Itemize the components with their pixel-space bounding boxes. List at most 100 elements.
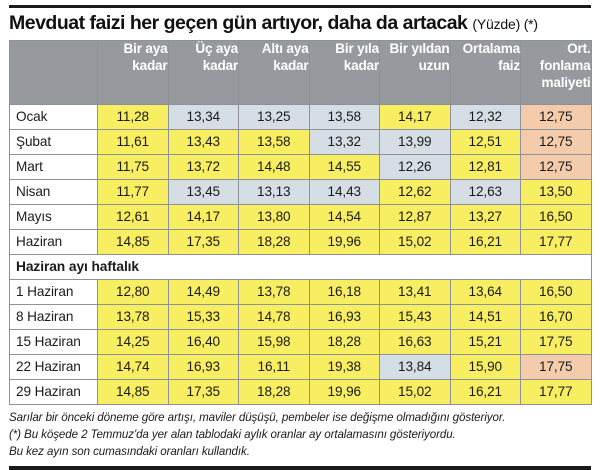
table-row: 15 Haziran 14,25 16,40 15,98 18,28 16,63 15,21… [9,329,592,355]
rate-cell: 15,90 [449,354,521,380]
rate-cell: 12,61 [97,204,169,230]
table-header: Bir aya kadar Üç aya kadar Altı aya kada… [9,40,592,105]
rate-cell: 18,28 [238,229,310,255]
row-label: Nisan [9,179,98,205]
top-rule [9,5,591,8]
rate-cell: 13,13 [238,179,310,205]
header-row: Bir aya kadar Üç aya kadar Altı aya kada… [9,40,592,105]
rate-cell: 16,93 [308,304,380,330]
header-cell-average-rate: Ortalama faiz [449,40,521,105]
rate-cell: 12,63 [449,179,521,205]
rate-cell: 11,28 [97,104,169,130]
table-row: 22 Haziran 14,74 16,93 16,11 19,38 13,84 15,90… [9,354,592,380]
table-row: 1 Haziran 12,80 14,49 13,78 16,18 13,41 13,64 1… [9,279,592,305]
rate-cell: 13,43 [167,129,239,155]
rate-cell: 13,27 [449,204,521,230]
row-label: Şubat [9,129,98,155]
rate-cell: 14,49 [167,279,239,305]
rate-cell: 12,62 [379,179,451,205]
rate-cell: 16,50 [520,279,592,305]
rate-cell: 13,50 [520,179,592,205]
rate-cell: 12,26 [379,154,451,180]
rate-cell: 14,51 [449,304,521,330]
table-row: Mart 11,75 13,72 14,48 14,55 12,26 12,81 12,75 [9,154,592,180]
table-row: Ocak 11,28 13,34 13,25 13,58 14,17 12,32 12,75 [9,104,592,130]
rate-cell: 13,41 [379,279,451,305]
rate-cell: 16,40 [167,329,239,355]
rate-cell: 19,96 [308,229,380,255]
table-row: Şubat 11,61 13,43 13,58 13,32 13,99 12,51 12,75 [9,129,592,155]
rate-cell: 14,55 [308,154,380,180]
rate-cell: 13,58 [308,104,380,130]
rate-cell: 17,77 [520,229,592,255]
rate-cell: 14,17 [379,104,451,130]
rate-cell: 14,78 [238,304,310,330]
row-label: 22 Haziran [9,354,98,380]
deposit-rates-table: Bir aya kadar Üç aya kadar Altı aya kada… [9,40,592,405]
rate-cell: 12,32 [449,104,521,130]
rate-cell: 16,50 [520,204,592,230]
rate-cell: 14,25 [97,329,169,355]
footnote-legend: Sarılar bir önceki döneme göre artışı, m… [9,411,506,424]
rate-cell: 11,75 [97,154,169,180]
rate-cell: 12,51 [449,129,521,155]
rate-cell: 13,45 [167,179,239,205]
rate-cell: 18,28 [308,329,380,355]
rate-cell: 12,75 [520,129,592,155]
footnote-asterisk: (*) Bu köşede 2 Temmuz'da yer alan tablo… [9,427,456,441]
header-cell-one-year: Bir yıla kadar [308,40,380,105]
page-title: Mevduat faizi her geçen gün artıyor, dah… [9,8,591,40]
table-body-monthly: Ocak 11,28 13,34 13,25 13,58 14,17 12,32 12,75 Ş… [9,104,592,255]
rate-cell: 15,98 [238,329,310,355]
row-label: 15 Haziran [9,329,98,355]
table-row: Haziran 14,85 17,35 18,28 19,96 15,02 16,21 17,… [9,229,592,255]
rate-cell: 12,81 [449,154,521,180]
rate-cell: 17,35 [167,379,239,405]
title-unit-note: (Yüzde) (*) [472,16,538,32]
rate-cell: 15,43 [379,304,451,330]
rate-cell: 15,02 [379,379,451,405]
rate-cell: 13,80 [238,204,310,230]
row-label: 29 Haziran [9,379,98,405]
rate-cell: 19,38 [308,354,380,380]
rate-cell: 16,63 [379,329,451,355]
rate-cell: 11,61 [97,129,169,155]
row-label: Haziran [9,229,98,255]
rate-cell: 14,43 [308,179,380,205]
rate-cell: 17,75 [520,354,592,380]
rate-cell: 13,25 [238,104,310,130]
rate-cell: 13,64 [449,279,521,305]
rate-cell: 13,99 [379,129,451,155]
table-body-weekly: 1 Haziran 12,80 14,49 13,78 16,18 13,41 13,64 1… [9,279,592,405]
rate-cell: 15,33 [167,304,239,330]
rate-cell: 13,84 [379,354,451,380]
rate-cell: 16,18 [308,279,380,305]
rate-cell: 19,96 [308,379,380,405]
rate-cell: 13,34 [167,104,239,130]
rate-cell: 17,35 [167,229,239,255]
rate-cell: 18,28 [238,379,310,405]
rate-cell: 13,32 [308,129,380,155]
rate-cell: 12,75 [520,104,592,130]
header-cell-avg-funding-cost: Ort. fonlama maliyeti [520,40,592,105]
rate-cell: 14,54 [308,204,380,230]
row-label: 1 Haziran [9,279,98,305]
rate-cell: 17,75 [520,329,592,355]
footnote-continuation: Bu kez ayın son cumasındaki oranları kul… [9,444,250,458]
rate-cell: 14,74 [97,354,169,380]
rate-cell: 16,21 [449,229,521,255]
section-label: Haziran ayı haftalık [9,254,592,280]
rate-cell: 15,02 [379,229,451,255]
title-main-text: Mevduat faizi her geçen gün artıyor, dah… [9,12,468,34]
row-label: Mayıs [9,204,98,230]
infographic-table-page: Mevduat faizi her geçen gün artıyor, dah… [0,5,600,470]
rate-cell: 14,48 [238,154,310,180]
rate-cell: 13,58 [238,129,310,155]
table-body-section: Haziran ayı haftalık [9,254,592,280]
header-cell-three-month: Üç aya kadar [167,40,239,105]
rate-cell: 13,78 [238,279,310,305]
row-label: Mart [9,154,98,180]
bottom-rule [9,466,591,470]
rate-cell: 14,17 [167,204,239,230]
rate-cell: 16,70 [520,304,592,330]
